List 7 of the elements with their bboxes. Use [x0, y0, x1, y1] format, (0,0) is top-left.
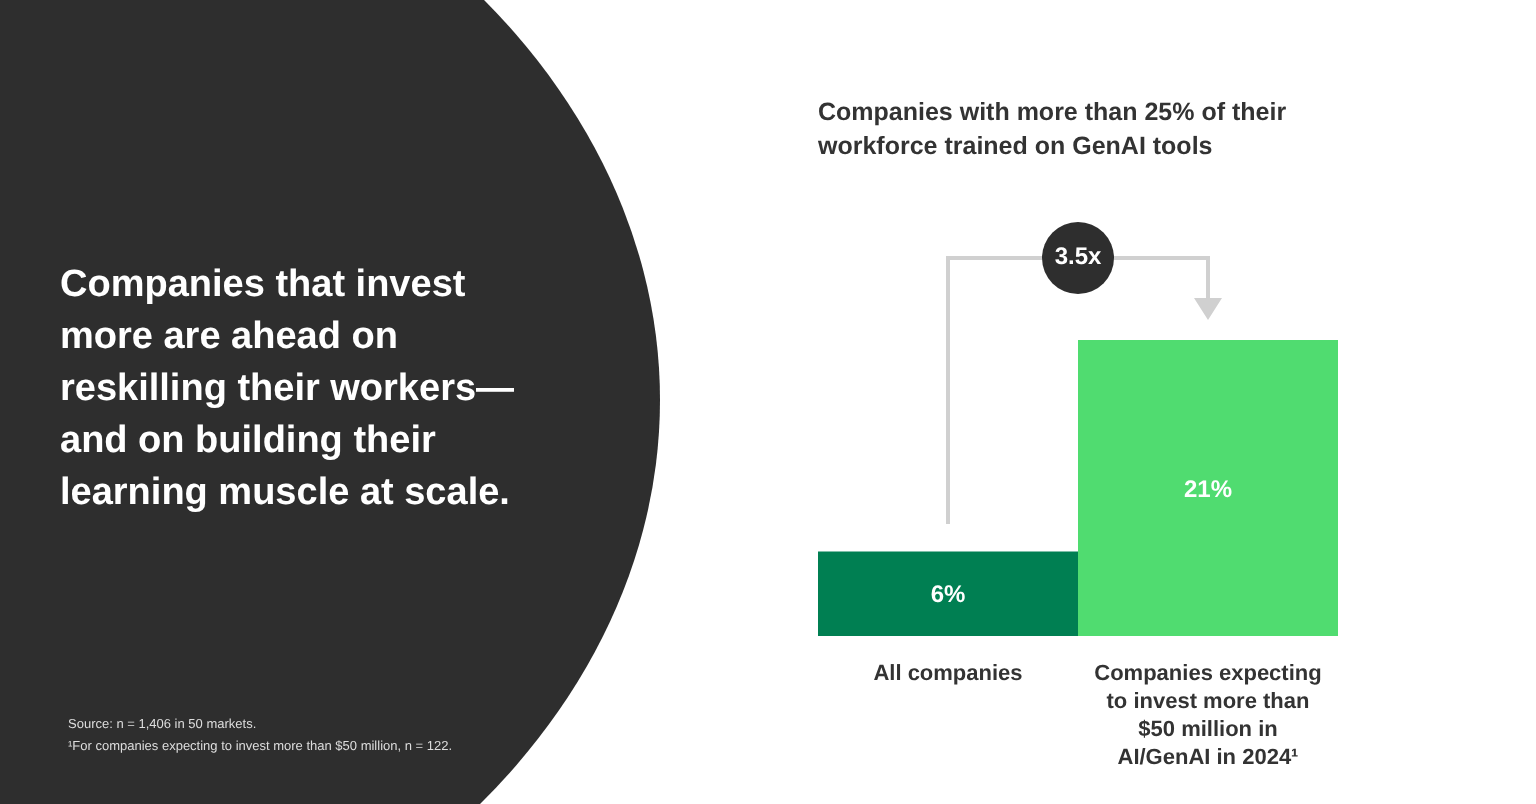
x-tick-label: All companies	[873, 662, 1023, 686]
text: Companies that invest more are ahead on reskilling their workers—and on building their learning muscle at scale.	[60, 262, 517, 518]
data-label: 6%	[930, 580, 966, 609]
text: 3.5x	[1052, 242, 1104, 270]
x-tick-label: Companies expecting to invest more than $50 million in AI/GenAI in 2024¹	[1094, 662, 1322, 770]
data-label: 21%	[1183, 474, 1233, 503]
chart-title: Companies with more than 25% of their workforce trained on GenAI tools	[818, 96, 1289, 164]
